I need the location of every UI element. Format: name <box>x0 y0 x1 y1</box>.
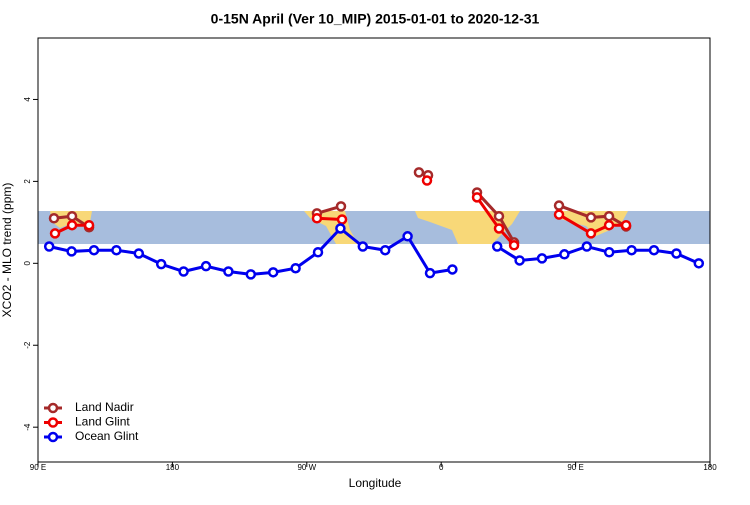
series-line <box>496 244 700 265</box>
data-point <box>603 247 615 258</box>
data-point <box>471 192 483 203</box>
data-point <box>424 267 436 279</box>
data-point <box>536 253 548 264</box>
x-tick-label: 180 <box>166 463 180 472</box>
x-tick-label: 0 <box>439 463 444 472</box>
series-line <box>558 213 627 236</box>
data-point <box>508 240 520 251</box>
data-point <box>311 213 323 224</box>
legend-marker <box>47 417 59 428</box>
data-point <box>648 244 660 256</box>
data-point <box>267 267 279 278</box>
data-point <box>491 241 503 252</box>
data-point <box>66 246 77 257</box>
data-point <box>312 247 324 258</box>
data-point <box>49 228 61 239</box>
data-point <box>553 200 565 211</box>
legend-marker <box>47 431 59 443</box>
x-tick-label: 90 E <box>30 463 46 472</box>
data-point <box>66 219 78 231</box>
data-point <box>335 201 347 212</box>
y-tick-label: -4 <box>23 423 32 431</box>
data-point <box>335 223 346 234</box>
data-point <box>111 244 122 256</box>
data-point <box>178 266 189 277</box>
data-point <box>581 241 593 252</box>
data-point <box>402 231 413 242</box>
data-point <box>514 255 525 266</box>
y-tick-label: 0 <box>23 261 32 266</box>
x-tick-label: 180 <box>703 463 717 472</box>
data-point <box>559 249 570 260</box>
data-point <box>223 266 234 277</box>
data-point <box>48 213 60 224</box>
data-point <box>620 219 632 231</box>
series-line <box>558 204 627 228</box>
data-point <box>671 248 682 259</box>
data-point <box>336 214 348 225</box>
y-tick-label: 2 <box>23 179 32 184</box>
data-point <box>290 262 301 274</box>
data-point <box>133 248 145 259</box>
data-point <box>603 210 615 222</box>
data-point <box>553 209 565 220</box>
data-point <box>379 244 391 256</box>
plot-frame <box>37 37 711 463</box>
x-tick-label: 90 W <box>297 463 316 472</box>
data-point <box>245 269 257 280</box>
data-point <box>413 167 425 178</box>
legend-label: Land Nadir <box>75 400 134 414</box>
data-point <box>357 241 369 252</box>
x-tick-label: 90 E <box>567 463 583 472</box>
data-point <box>585 228 597 239</box>
data-point <box>421 175 433 186</box>
legend-marker <box>47 402 59 414</box>
data-point <box>43 241 55 252</box>
y-axis-label: XCO2 - MLO trend (ppm) <box>0 183 14 318</box>
legend-label: Ocean Glint <box>75 429 139 443</box>
data-point <box>493 223 505 234</box>
data-point <box>693 258 705 269</box>
y-tick-label: 4 <box>23 97 32 102</box>
data-point <box>447 264 458 275</box>
data-point <box>83 219 95 231</box>
chart-title: 0-15N April (Ver 10_MIP) 2015-01-01 to 2… <box>211 11 540 27</box>
data-point <box>626 244 637 256</box>
x-axis-label: Longitude <box>349 476 402 490</box>
legend-label: Land Glint <box>75 415 130 429</box>
data-point <box>66 210 78 222</box>
data-point <box>200 260 212 272</box>
data-point <box>493 210 505 222</box>
data-point <box>585 212 597 223</box>
data-point <box>155 258 167 270</box>
y-tick-label: -2 <box>23 341 32 349</box>
data-point <box>88 244 100 256</box>
data-point <box>603 219 615 231</box>
